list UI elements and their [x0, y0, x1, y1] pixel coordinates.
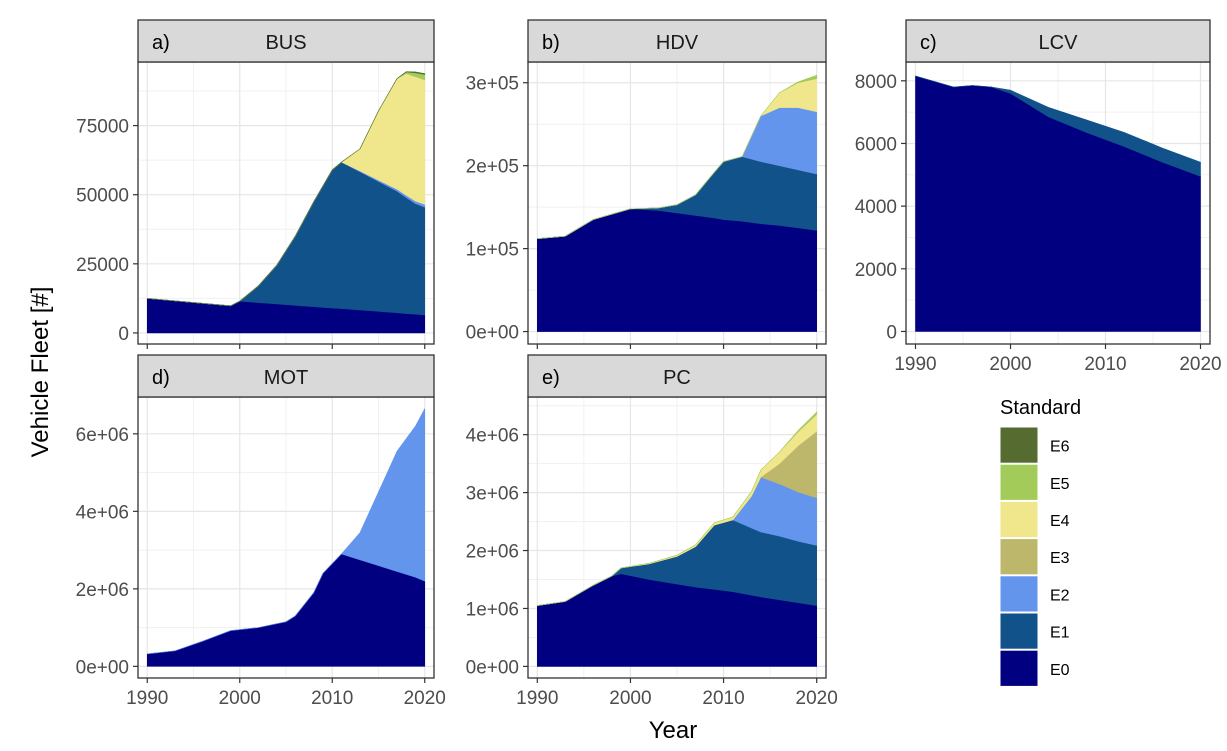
area-hdv-e5 [537, 74, 817, 239]
panel-title: LCV [1039, 32, 1079, 54]
facet-strip [905, 19, 1211, 63]
x-tick-label: 2020 [404, 688, 446, 709]
x-tick-label: 2000 [989, 354, 1031, 375]
y-tick-label: 6000 [855, 134, 897, 155]
y-tick-label: 2e+05 [466, 157, 519, 178]
y-tick-label: 0 [886, 322, 897, 343]
legend-label: E5 [1050, 476, 1070, 493]
y-tick-label: 2000 [855, 260, 897, 281]
panel-title: HDV [656, 32, 699, 54]
panel-tag: d) [152, 367, 170, 389]
y-tick-label: 2e+06 [76, 580, 129, 601]
x-tick-label: 2010 [311, 688, 353, 709]
legend-key-e3 [999, 538, 1039, 576]
panel-title: MOT [264, 367, 308, 389]
y-tick-label: 4e+06 [76, 502, 129, 523]
panel-title: BUS [265, 32, 306, 54]
facet-strip [527, 354, 827, 398]
legend-label: E2 [1050, 587, 1070, 604]
chart-panels: a) BUS 0 25000 50000 75000 b) HDV 0e+00 1e+05 2e+0… [76, 19, 1222, 709]
legend-label: E3 [1050, 550, 1070, 567]
facet-strip [527, 19, 827, 63]
y-tick-label: 1e+05 [466, 240, 519, 261]
area-pc-e5 [537, 411, 817, 606]
y-tick-label: 4000 [855, 197, 897, 218]
y-tick-label: 25000 [76, 255, 129, 276]
legend-label: E6 [1050, 439, 1070, 456]
legend-key-e1 [999, 612, 1039, 650]
panel-pc: e) PC 0e+00 1e+06 2e+06 3e+06 4e+06 1990 2000 201… [466, 354, 838, 709]
x-axis-title: Year [649, 717, 698, 744]
y-tick-label: 3e+05 [466, 74, 519, 95]
x-tick-label: 2020 [1179, 354, 1221, 375]
y-tick-label: 2e+06 [466, 542, 519, 563]
panel-tag: a) [152, 32, 170, 54]
x-tick-label: 2010 [1084, 354, 1126, 375]
x-tick-label: 1990 [894, 354, 936, 375]
panel-tag: c) [920, 32, 937, 54]
y-tick-label: 75000 [76, 117, 129, 138]
panel-lcv: c) LCV 0 2000 4000 6000 8000 1990 2000 2010 2020 [855, 19, 1222, 375]
legend-label: E1 [1050, 625, 1070, 642]
legend-title: Standard [1000, 397, 1081, 419]
y-tick-label: 3e+06 [466, 484, 519, 505]
panel-hdv: b) HDV 0e+00 1e+05 2e+05 3e+05 [466, 19, 827, 349]
x-tick-label: 1990 [126, 688, 168, 709]
panel-mot: d) MOT 0e+00 2e+06 4e+06 6e+06 1990 2000 2010 202… [76, 354, 446, 709]
facet-strip [137, 354, 435, 398]
y-tick-label: 0e+00 [466, 657, 519, 678]
y-tick-label: 4e+06 [466, 426, 519, 447]
y-tick-label: 1e+06 [466, 599, 519, 620]
panel-tag: e) [542, 367, 560, 389]
y-tick-label: 50000 [76, 186, 129, 207]
legend-items: E6 E5 E4 E3 E2 E1 E0 [999, 426, 1070, 687]
x-tick-label: 1990 [516, 688, 558, 709]
x-tick-label: 2010 [702, 688, 744, 709]
facet-strip [137, 19, 435, 63]
x-tick-label: 2000 [609, 688, 651, 709]
legend-key-e6 [999, 426, 1039, 464]
y-tick-label: 8000 [855, 72, 897, 93]
x-tick-label: 2000 [219, 688, 261, 709]
y-axis-title: Vehicle Fleet [#] [27, 287, 54, 458]
y-tick-label: 6e+06 [76, 425, 129, 446]
area-mot-e2 [147, 408, 426, 655]
panel-tag: b) [542, 32, 560, 54]
area-bus-e6 [147, 71, 426, 307]
y-tick-label: 0e+00 [76, 657, 129, 678]
legend-key-e5 [999, 463, 1039, 501]
panel-title: PC [663, 367, 691, 389]
legend-label: E4 [1050, 513, 1070, 530]
y-tick-label: 0 [118, 324, 129, 345]
x-tick-label: 2020 [796, 688, 838, 709]
legend-key-e0 [999, 649, 1039, 687]
legend-label: E0 [1050, 662, 1070, 679]
panel-bus: a) BUS 0 25000 50000 75000 [76, 19, 435, 349]
legend-key-e2 [999, 575, 1039, 613]
y-tick-label: 0e+00 [466, 323, 519, 344]
area-lcv-e1 [915, 75, 1201, 177]
legend: Standard E6 E5 E4 E3 E2 E1 E0 [999, 397, 1081, 687]
legend-key-e4 [999, 500, 1039, 539]
